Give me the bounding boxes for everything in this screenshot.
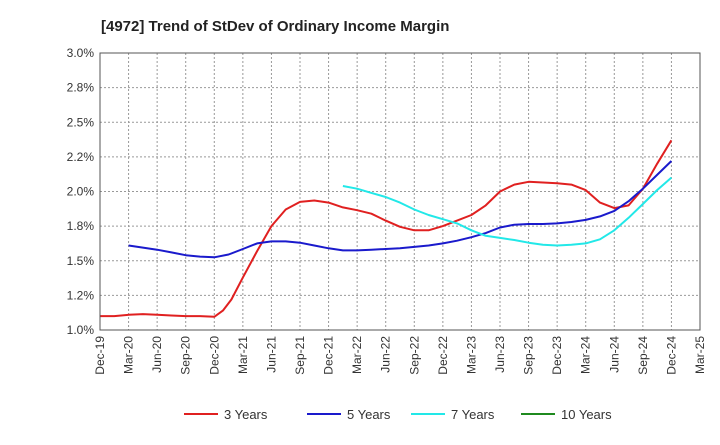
series-line-3 xyxy=(342,176,673,247)
plot-frame xyxy=(99,52,701,331)
x-tick-label: Mar-25 xyxy=(693,336,707,374)
y-tick-label: 2.2% xyxy=(67,150,95,164)
x-tick-label: Dec-21 xyxy=(322,336,336,375)
x-tick-label: Sep-22 xyxy=(407,336,421,375)
grid xyxy=(99,52,701,331)
x-tick-label: Mar-23 xyxy=(464,336,478,374)
x-tick-label: Jun-22 xyxy=(379,336,393,373)
legend: 3 Years 5 Years 7 Years 10 Years xyxy=(184,407,612,422)
x-tick-label: Sep-20 xyxy=(179,336,193,375)
chart-title: [4972] Trend of StDev of Ordinary Income… xyxy=(101,18,449,35)
x-tick-label: Dec-22 xyxy=(436,336,450,375)
x-tick-label: Mar-24 xyxy=(579,336,593,374)
y-tick-label: 2.8% xyxy=(67,81,95,95)
x-tick-label: Dec-19 xyxy=(93,336,107,375)
x-tick-label: Jun-20 xyxy=(150,336,164,373)
y-tick-label: 3.0% xyxy=(67,46,95,60)
x-tick-label: Sep-23 xyxy=(522,336,536,375)
x-tick-label: Dec-24 xyxy=(664,336,678,375)
x-tick-label: Mar-20 xyxy=(122,336,136,374)
series-line-1 xyxy=(100,139,673,318)
x-tick-label: Sep-24 xyxy=(636,336,650,375)
x-axis-tick-labels: Dec-19 Mar-20 Jun-20 Sep-20 Dec-20 Mar-21 Jun-… xyxy=(93,336,707,375)
legend-label-1: 3 Years xyxy=(224,407,268,422)
y-tick-label: 2.0% xyxy=(67,185,95,199)
x-tick-label: Jun-24 xyxy=(607,336,621,373)
y-tick-label: 2.5% xyxy=(67,115,95,129)
x-tick-label: Dec-23 xyxy=(550,336,564,375)
y-tick-label: 1.0% xyxy=(67,323,95,337)
legend-label-3: 7 Years xyxy=(451,407,495,422)
x-tick-label: Dec-20 xyxy=(207,336,221,375)
y-axis-tick-labels: 1.0% 1.2% 1.5% 1.8% 2.0% 2.2% 2.5% 2.8% 3.0% xyxy=(67,46,95,337)
y-tick-label: 1.5% xyxy=(67,254,95,268)
x-tick-label: Sep-21 xyxy=(293,336,307,375)
y-tick-label: 1.8% xyxy=(67,219,95,233)
series-line-2 xyxy=(128,160,673,259)
legend-label-4: 10 Years xyxy=(561,407,612,422)
x-tick-label: Mar-21 xyxy=(236,336,250,374)
legend-label-2: 5 Years xyxy=(347,407,391,422)
y-tick-label: 1.2% xyxy=(67,288,95,302)
series-lines xyxy=(100,139,673,318)
x-tick-label: Jun-23 xyxy=(493,336,507,373)
x-tick-label: Mar-22 xyxy=(350,336,364,374)
x-tick-label: Jun-21 xyxy=(264,336,278,373)
